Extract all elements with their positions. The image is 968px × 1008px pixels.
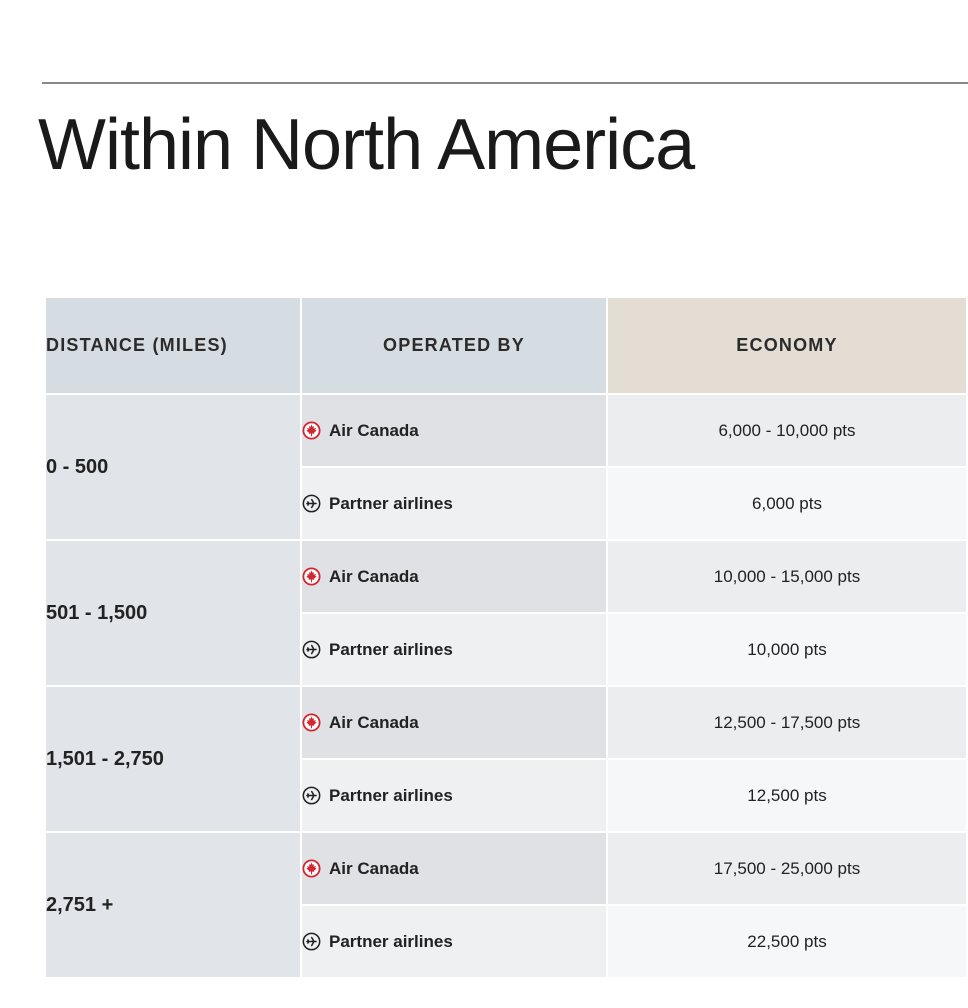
- table-row: 0 - 500 Air Canada 6,000 - 10,000 pts: [44, 393, 968, 541]
- maple-leaf-icon: [302, 713, 321, 732]
- economy-price-cell: 17,500 - 25,000 pts: [606, 831, 968, 906]
- operator-label: Air Canada: [329, 566, 419, 586]
- award-chart-table: DISTANCE (MILES) OPERATED BY ECONOMY 0 -…: [44, 296, 968, 979]
- plane-circle-icon: [302, 494, 321, 513]
- operator-label: Air Canada: [329, 858, 419, 878]
- plane-circle-icon: [302, 786, 321, 805]
- maple-leaf-icon: [302, 567, 321, 586]
- header-operated-by: OPERATED BY: [300, 296, 608, 395]
- table-row: Partner airlines 22,500 pts: [45, 904, 968, 979]
- table-row: 2,751 + Air Canada 17,500 - 25,000 pts: [44, 831, 968, 979]
- economy-price-cell: 22,500 pts: [606, 904, 968, 979]
- distance-cell: 1,501 - 2,750: [44, 685, 302, 833]
- page-title: Within North America: [38, 105, 695, 185]
- operator-cell: Partner airlines: [300, 466, 608, 541]
- header-economy: ECONOMY: [606, 296, 968, 395]
- economy-price-cell: 12,500 pts: [606, 758, 968, 833]
- economy-price-cell: 10,000 pts: [606, 612, 968, 687]
- table-header-row: DISTANCE (MILES) OPERATED BY ECONOMY: [44, 296, 968, 395]
- operator-label: Partner airlines: [329, 931, 453, 951]
- operator-label: Air Canada: [329, 712, 419, 732]
- table-row: 1,501 - 2,750 Air Canada 12,500 - 17,500…: [44, 685, 968, 833]
- operator-cell: Partner airlines: [300, 612, 608, 687]
- economy-price-cell: 6,000 pts: [606, 466, 968, 541]
- plane-circle-icon: [302, 932, 321, 951]
- operator-cell: Air Canada: [300, 685, 608, 760]
- table-row: Partner airlines 10,000 pts: [45, 612, 968, 687]
- top-divider: [42, 82, 968, 84]
- operator-label: Partner airlines: [329, 785, 453, 805]
- plane-circle-icon: [302, 640, 321, 659]
- maple-leaf-icon: [302, 421, 321, 440]
- distance-cell: 2,751 +: [44, 831, 302, 979]
- operator-cell: Air Canada: [300, 393, 608, 468]
- operator-cell: Air Canada: [300, 539, 608, 614]
- economy-price-cell: 10,000 - 15,000 pts: [606, 539, 968, 614]
- operator-label: Partner airlines: [329, 493, 453, 513]
- operator-cell: Air Canada: [300, 831, 608, 906]
- operator-label: Air Canada: [329, 420, 419, 440]
- table-row: 501 - 1,500 Air Canada 10,000 - 15,000 p…: [44, 539, 968, 687]
- operator-label: Partner airlines: [329, 639, 453, 659]
- operator-cell: Partner airlines: [300, 904, 608, 979]
- distance-cell: 0 - 500: [44, 393, 302, 541]
- table-row: Partner airlines 6,000 pts: [45, 466, 968, 541]
- distance-cell: 501 - 1,500: [44, 539, 302, 687]
- maple-leaf-icon: [302, 859, 321, 878]
- table-body: 0 - 500 Air Canada 6,000 - 10,000 pts: [44, 393, 968, 979]
- operator-cell: Partner airlines: [300, 758, 608, 833]
- header-distance: DISTANCE (MILES): [44, 296, 302, 395]
- economy-price-cell: 6,000 - 10,000 pts: [606, 393, 968, 468]
- economy-price-cell: 12,500 - 17,500 pts: [606, 685, 968, 760]
- table-row: Partner airlines 12,500 pts: [45, 758, 968, 833]
